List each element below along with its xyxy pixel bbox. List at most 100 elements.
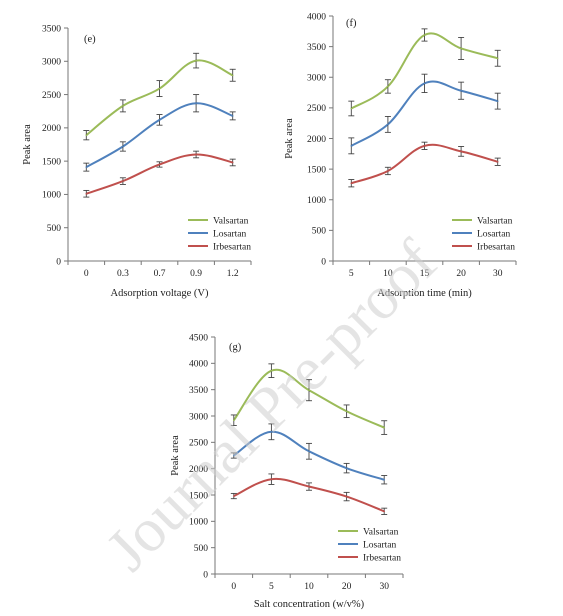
legend-label: Irbesartan <box>363 553 401 563</box>
data-point <box>350 145 353 147</box>
series-line <box>350 143 498 185</box>
data-point <box>122 145 124 148</box>
x-tick-label: 30 <box>493 269 503 279</box>
series-irbesartan <box>348 141 501 188</box>
data-point <box>158 163 161 166</box>
data-point <box>85 134 88 136</box>
data-point <box>350 182 353 185</box>
y-tick-label: 0 <box>203 570 208 580</box>
x-tick-label: 1.2 <box>227 269 239 279</box>
data-point <box>308 450 310 453</box>
data-point <box>423 82 426 85</box>
x-tick-label: 15 <box>420 269 430 279</box>
x-tick-label: 20 <box>456 269 466 279</box>
data-point <box>460 89 462 92</box>
series-losartan <box>230 423 388 485</box>
data-point <box>270 369 273 372</box>
y-tick-label: 4000 <box>307 12 326 22</box>
y-tick-label: 3500 <box>189 386 208 396</box>
x-axis-title: Adsorption time (min) <box>377 288 472 299</box>
x-axis-title: Adsorption voltage (V) <box>111 288 209 299</box>
x-tick-label: 5 <box>349 269 354 279</box>
data-point <box>387 170 389 172</box>
data-point <box>383 478 386 481</box>
legend-label: Valsartan <box>363 527 399 537</box>
y-tick-label: 0 <box>321 257 326 267</box>
panel-label: (f) <box>346 18 357 29</box>
y-tick-label: 500 <box>47 224 62 234</box>
data-point <box>231 115 234 117</box>
y-axis-title: Peak area <box>284 118 295 159</box>
y-tick-label: 1000 <box>307 196 326 206</box>
series-losartan <box>83 94 236 172</box>
x-tick-label: 0.9 <box>190 269 202 279</box>
panel-label: (g) <box>229 342 242 353</box>
legend-label: Losartan <box>213 229 246 239</box>
data-point <box>423 34 426 36</box>
series-line <box>350 32 498 110</box>
data-point <box>158 87 161 90</box>
y-tick-label: 3500 <box>307 43 326 53</box>
y-tick-label: 3000 <box>42 58 61 68</box>
y-tick-label: 0 <box>56 257 61 267</box>
data-point <box>496 160 499 163</box>
series-valsartan <box>230 363 388 435</box>
data-point <box>85 166 88 168</box>
y-tick-label: 1500 <box>42 157 61 167</box>
legend-label: Irbesartan <box>477 242 515 252</box>
y-tick-label: 2500 <box>42 91 61 101</box>
y-tick-label: 2000 <box>307 135 326 145</box>
y-axis-title: Peak area <box>170 435 181 476</box>
data-point <box>195 59 197 62</box>
data-point <box>460 47 462 50</box>
y-tick-label: 3500 <box>42 24 61 34</box>
x-tick-label: 10 <box>304 582 314 592</box>
data-point <box>308 485 310 488</box>
series-irbesartan <box>83 150 236 198</box>
y-tick-label: 4500 <box>189 333 208 343</box>
data-point <box>345 495 348 498</box>
data-point <box>345 410 348 413</box>
data-point <box>122 180 124 182</box>
legend-label: Losartan <box>477 229 510 239</box>
y-tick-label: 1000 <box>42 191 61 201</box>
data-point <box>308 389 310 391</box>
y-tick-label: 500 <box>312 227 327 237</box>
y-axis-title: Peak area <box>22 124 33 165</box>
data-point <box>387 85 389 88</box>
series-line <box>85 102 234 169</box>
data-point <box>195 153 197 156</box>
x-tick-label: 5 <box>269 582 274 592</box>
legend-label: Losartan <box>363 540 396 550</box>
x-axis-title: Salt concentration (w/v%) <box>254 599 365 610</box>
data-point <box>158 119 161 121</box>
data-point <box>496 57 499 60</box>
legend-label: Valsartan <box>477 216 513 226</box>
data-point <box>122 105 124 107</box>
data-point <box>460 150 462 153</box>
chart-panel-1: 0 500 1000 1500 2000 2500 3000 3500 4000 5 10 15 20 3… <box>284 12 517 299</box>
y-tick-label: 1500 <box>307 165 326 175</box>
x-tick-label: 20 <box>342 582 352 592</box>
y-tick-label: 1000 <box>189 518 208 528</box>
data-point <box>233 419 235 422</box>
data-point <box>423 145 426 147</box>
series-losartan <box>348 73 501 155</box>
y-tick-label: 3000 <box>189 412 208 422</box>
x-tick-label: 0 <box>84 269 89 279</box>
x-tick-label: 0 <box>231 582 236 592</box>
y-tick-label: 4000 <box>189 360 208 370</box>
data-point <box>270 478 273 481</box>
legend-label: Valsartan <box>213 216 249 226</box>
data-point <box>345 467 348 469</box>
x-tick-label: 10 <box>383 269 393 279</box>
series-valsartan <box>83 52 236 141</box>
data-point <box>195 102 197 105</box>
data-point <box>233 454 235 457</box>
y-tick-label: 1500 <box>189 491 208 501</box>
y-tick-label: 2500 <box>189 439 208 449</box>
panel-label: (e) <box>84 34 96 45</box>
y-tick-label: 2500 <box>307 104 326 114</box>
